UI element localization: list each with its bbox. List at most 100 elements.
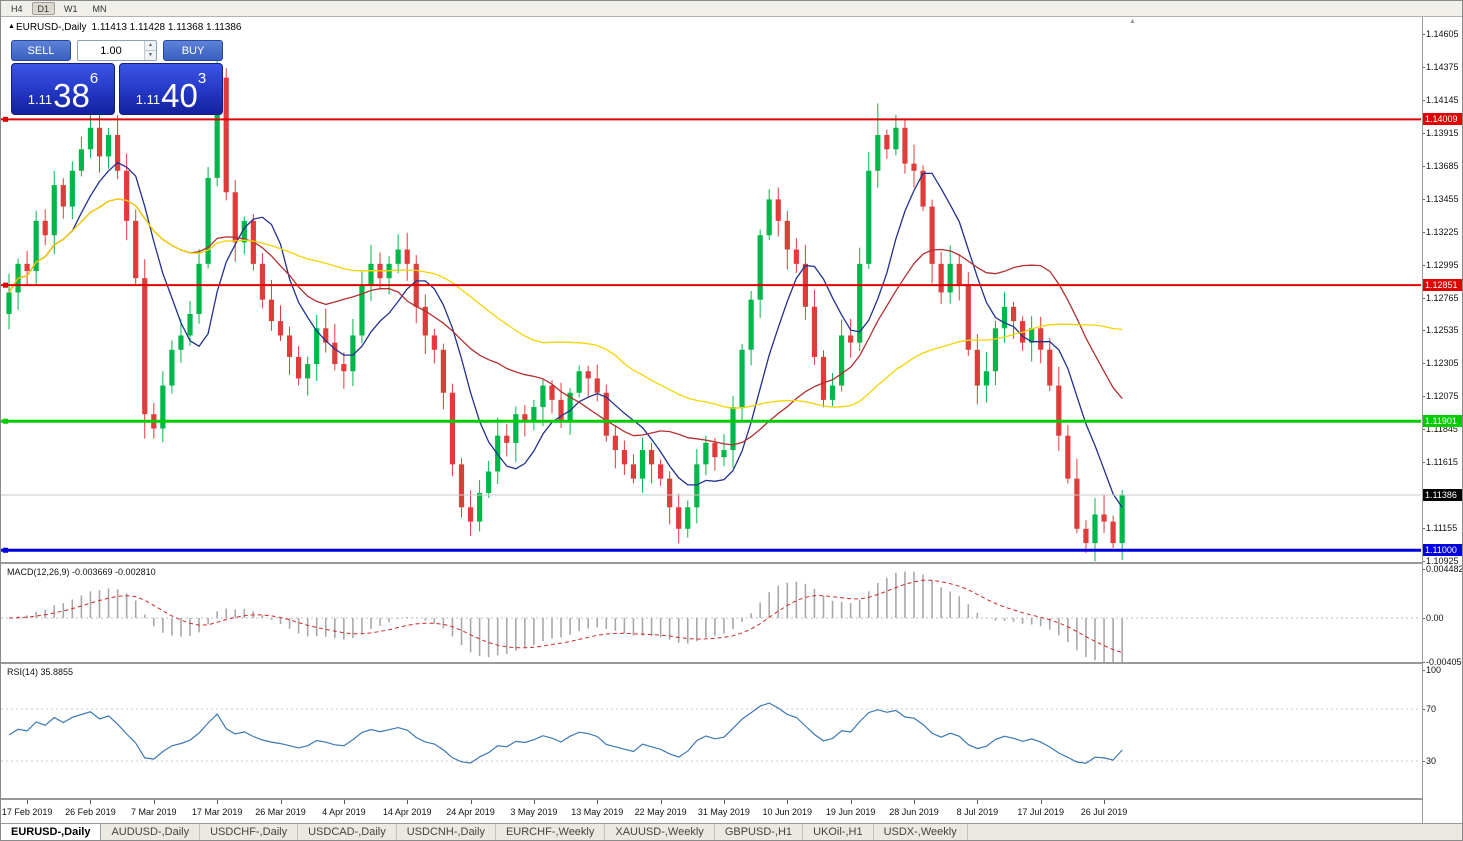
chart-symbol-label: EURUSD-,Daily	[15, 22, 87, 33]
date-tick	[27, 800, 29, 804]
price-level-label: 1.12851	[1423, 279, 1462, 292]
date-label: 22 May 2019	[634, 807, 687, 817]
date-tick	[1040, 800, 1042, 804]
tab-eurchf-weekly[interactable]: EURCHF-,Weekly	[496, 824, 606, 840]
price-chart[interactable]	[1, 17, 1422, 562]
date-label: 24 Apr 2019	[446, 807, 495, 817]
tab-audusd-daily[interactable]: AUDUSD-,Daily	[101, 824, 201, 840]
timeframe-button-w1[interactable]: W1	[64, 4, 78, 14]
candles	[6, 51, 1125, 562]
rsi-axis-label: 70	[1422, 704, 1437, 714]
date-tick	[407, 800, 409, 804]
price-tick-label: 1.12075	[1423, 391, 1459, 402]
price-tick-label: 1.14605	[1423, 29, 1459, 39]
date-tick	[343, 800, 345, 804]
sell-button[interactable]: SELL	[11, 40, 71, 61]
price-tick-label: 1.11845	[1423, 424, 1458, 435]
buy-price-pip-digit: 3	[197, 70, 207, 87]
date-label: 4 Apr 2019	[322, 807, 366, 817]
volume-input[interactable]	[78, 41, 144, 60]
price-tick-label: 1.12305	[1423, 358, 1459, 369]
date-tick	[723, 800, 725, 804]
volume-decrease-icon[interactable]: ▼	[145, 51, 156, 60]
collapse-arrow-icon[interactable]: ▲	[8, 23, 15, 30]
price-level-label: 1.11386	[1423, 488, 1462, 501]
macd-axis-label: 0.00	[1423, 613, 1444, 623]
buy-price-display[interactable]: 1.11 40 3	[119, 63, 223, 115]
date-label: 3 May 2019	[510, 807, 558, 817]
date-label: 28 Jun 2019	[889, 807, 939, 817]
macd-label: MACD(12,26,9) -0.003669 -0.002810	[7, 567, 156, 577]
chart-tabs-bar: EURUSD-,Daily AUDUSD-,Daily USDCHF-,Daily U…	[1, 823, 1462, 840]
timeframe-button-d1[interactable]: D1	[31, 2, 56, 15]
date-label: 17 Mar 2019	[191, 807, 243, 817]
ma-mid-line	[8, 198, 1123, 446]
rsi-axis-label: 30	[1422, 756, 1437, 766]
tab-eurusd-daily[interactable]: EURUSD-,Daily	[1, 824, 102, 840]
tab-gbpusd-h1[interactable]: GBPUSD-,H1	[715, 824, 804, 840]
rsi-panel	[1, 664, 1422, 798]
date-label: 26 Mar 2019	[255, 807, 306, 817]
date-label: 19 Jun 2019	[825, 807, 876, 817]
chart-title: ▲EURUSD-,Daily 1.11413 1.11428 1.11368 1.…	[8, 22, 241, 33]
macd-axis-label: -0.004057	[1423, 657, 1462, 667]
date-tick	[470, 800, 472, 804]
date-tick	[153, 800, 155, 804]
panel-separator[interactable]	[1, 562, 1462, 564]
date-tick	[217, 800, 219, 804]
price-level-label: 1.11000	[1423, 544, 1462, 557]
rsi-axis-label: 100	[1422, 665, 1442, 675]
date-label: 26 Jul 2019	[1080, 807, 1128, 817]
sell-price-pip-digit: 6	[89, 70, 99, 87]
sell-price-prefix: 1.11	[27, 92, 53, 107]
rsi-line	[8, 702, 1123, 764]
date-axis[interactable]: 17 Feb 2019 26 Feb 2019 7 Mar 2019 17 Mar 2…	[1, 800, 1422, 823]
price-axis[interactable]: 1.14605 1.14375 1.14145 1.13915 1.13685 1.134…	[1422, 17, 1463, 823]
date-tick	[914, 800, 915, 804]
volume-increase-icon[interactable]: ▲	[145, 41, 156, 51]
sell-price-big-digits: 38	[53, 77, 90, 114]
price-tick-label: 1.13455	[1423, 193, 1459, 204]
price-tick-label: 1.13685	[1423, 160, 1459, 171]
tab-usdchf-daily[interactable]: USDCHF-,Daily	[200, 824, 299, 840]
buy-price-big-digits: 40	[161, 77, 198, 114]
macd-panel	[1, 564, 1422, 662]
tab-usdcad-daily[interactable]: USDCAD-,Daily	[298, 824, 397, 840]
date-tick	[977, 800, 979, 804]
date-tick	[597, 800, 599, 804]
horizontal-level-lines[interactable]	[1, 116, 1421, 553]
date-label: 26 Feb 2019	[65, 807, 116, 817]
date-label: 7 Mar 2019	[131, 807, 177, 817]
macd-histogram	[17, 571, 1123, 662]
price-tick-label: 1.12995	[1423, 259, 1459, 270]
timeframe-toolbar: H4 D1 W1 MN	[1, 1, 1462, 17]
ma-fast-line	[8, 161, 1123, 508]
tab-usdcnh-daily[interactable]: USDCNH-,Daily	[397, 824, 496, 840]
buy-button[interactable]: BUY	[163, 40, 223, 61]
timeframe-button-mn[interactable]: MN	[92, 4, 107, 14]
date-tick	[850, 800, 852, 804]
tab-usdx-weekly[interactable]: USDX-,Weekly	[874, 824, 968, 840]
panel-separator[interactable]	[1, 662, 1462, 664]
price-tick-label: 1.11155	[1422, 523, 1458, 534]
date-label: 13 May 2019	[571, 807, 624, 817]
price-level-label: 1.11901	[1423, 415, 1462, 428]
sell-price-display[interactable]: 1.11 38 6	[11, 63, 115, 115]
tab-xauusd-weekly[interactable]: XAUUSD-,Weekly	[605, 824, 715, 840]
buy-price-prefix: 1.11	[135, 92, 161, 107]
price-tick-label: 1.14375	[1423, 61, 1459, 72]
date-label: 8 Jul 2019	[956, 807, 999, 817]
price-tick-label: 1.13225	[1423, 226, 1459, 237]
timeframe-bar: H4 D1 W1 MN	[5, 2, 113, 15]
macd-signal-line	[8, 579, 1123, 653]
macd-axis-label: 0.004482	[1423, 564, 1463, 575]
volume-input-group: ▲ ▼	[77, 40, 157, 61]
date-tick	[533, 800, 535, 804]
date-label: 17 Jul 2019	[1017, 807, 1064, 817]
tab-ukoil-h1[interactable]: UKOil-,H1	[803, 824, 874, 840]
date-label: 31 May 2019	[697, 807, 750, 817]
date-label: 10 Jun 2019	[762, 807, 813, 817]
timeframe-button-h4[interactable]: H4	[11, 4, 23, 14]
